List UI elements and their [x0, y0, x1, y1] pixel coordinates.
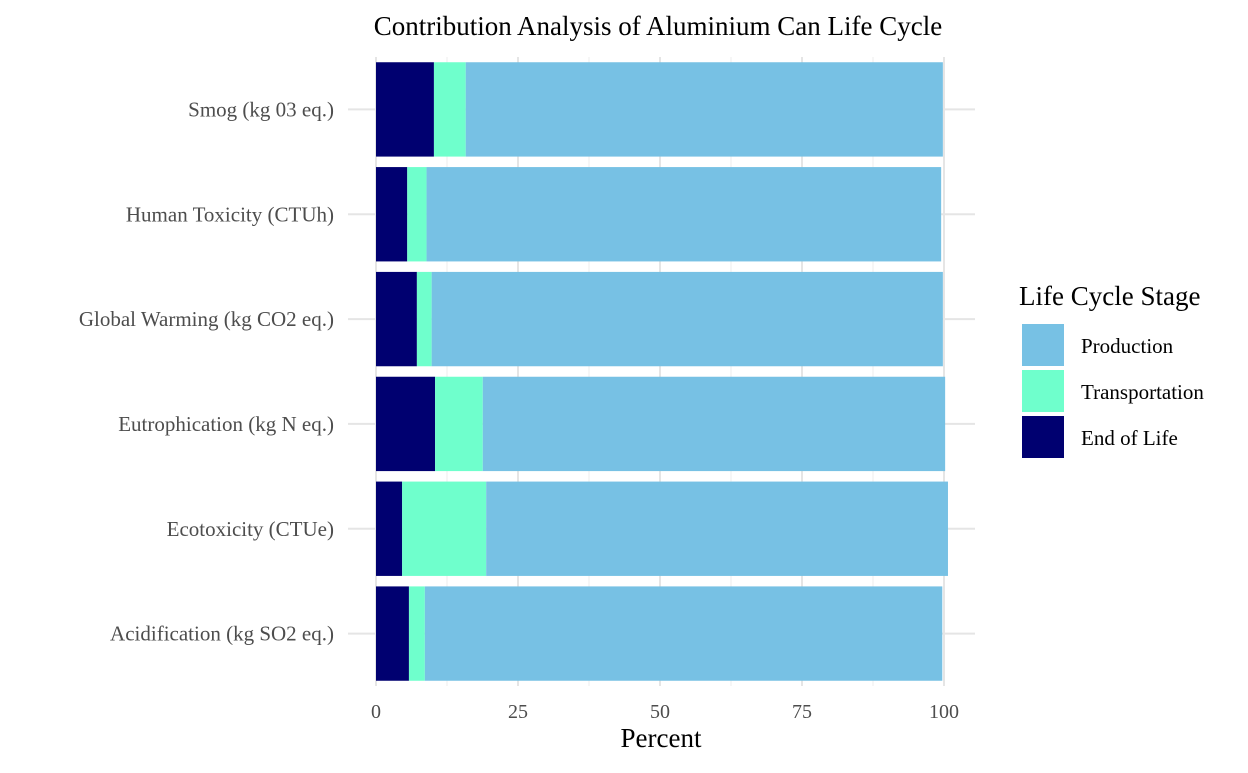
- y-tick-label: Eutrophication (kg N eq.): [118, 412, 334, 436]
- bar-segment-end-of-life: [376, 62, 434, 157]
- bar-segment-transportation: [402, 481, 487, 576]
- bar-segment-production: [431, 271, 943, 367]
- bar-segment-end-of-life: [376, 586, 409, 681]
- x-tick-label: 75: [792, 701, 812, 723]
- bar-segment-transportation: [416, 271, 432, 367]
- bar-segment-transportation: [408, 586, 425, 681]
- bar-segment-end-of-life: [376, 167, 408, 262]
- bar-segment-production: [486, 481, 948, 576]
- bar-segment-transportation: [433, 62, 466, 157]
- legend-key-end-of-life: [1022, 416, 1064, 458]
- chart-title: Contribution Analysis of Aluminium Can L…: [374, 11, 942, 41]
- x-tick-label: 0: [371, 701, 381, 723]
- legend-key-production: [1022, 324, 1064, 366]
- bar-segment-end-of-life: [376, 271, 417, 367]
- bar-segment-production: [482, 376, 946, 472]
- y-axis-labels: Smog (kg 03 eq.) Human Toxicity (CTUh) Glo…: [79, 97, 334, 645]
- legend-title: Life Cycle Stage: [1019, 281, 1200, 311]
- y-tick-label: Global Warming (kg CO2 eq.): [79, 307, 334, 331]
- legend-label: End of Life: [1081, 426, 1178, 450]
- x-axis-labels: 0 25 50 75 100: [371, 701, 959, 723]
- x-tick-label: 50: [650, 701, 670, 723]
- bar-segment-production: [426, 167, 942, 262]
- bars-layer: [376, 62, 948, 681]
- bar-segment-end-of-life: [376, 481, 403, 576]
- x-axis-title: Percent: [621, 723, 702, 753]
- y-tick-label: Ecotoxicity (CTUe): [167, 517, 334, 541]
- x-tick-label: 100: [929, 701, 959, 723]
- y-tick-label: Smog (kg 03 eq.): [188, 97, 334, 121]
- bar-segment-transportation: [435, 376, 483, 472]
- legend-label: Transportation: [1081, 380, 1204, 404]
- bar-segment-production: [424, 586, 943, 681]
- y-tick-label: Acidification (kg SO2 eq.): [110, 622, 334, 646]
- bar-segment-end-of-life: [376, 376, 436, 472]
- y-tick-label: Human Toxicity (CTUh): [126, 202, 334, 226]
- legend-key-transportation: [1022, 370, 1064, 412]
- legend-label: Production: [1081, 334, 1174, 358]
- x-tick-label: 25: [508, 701, 528, 723]
- bar-segment-production: [465, 62, 943, 157]
- legend: Life Cycle Stage Production Transportatio…: [1019, 281, 1204, 458]
- bar-segment-transportation: [407, 167, 427, 262]
